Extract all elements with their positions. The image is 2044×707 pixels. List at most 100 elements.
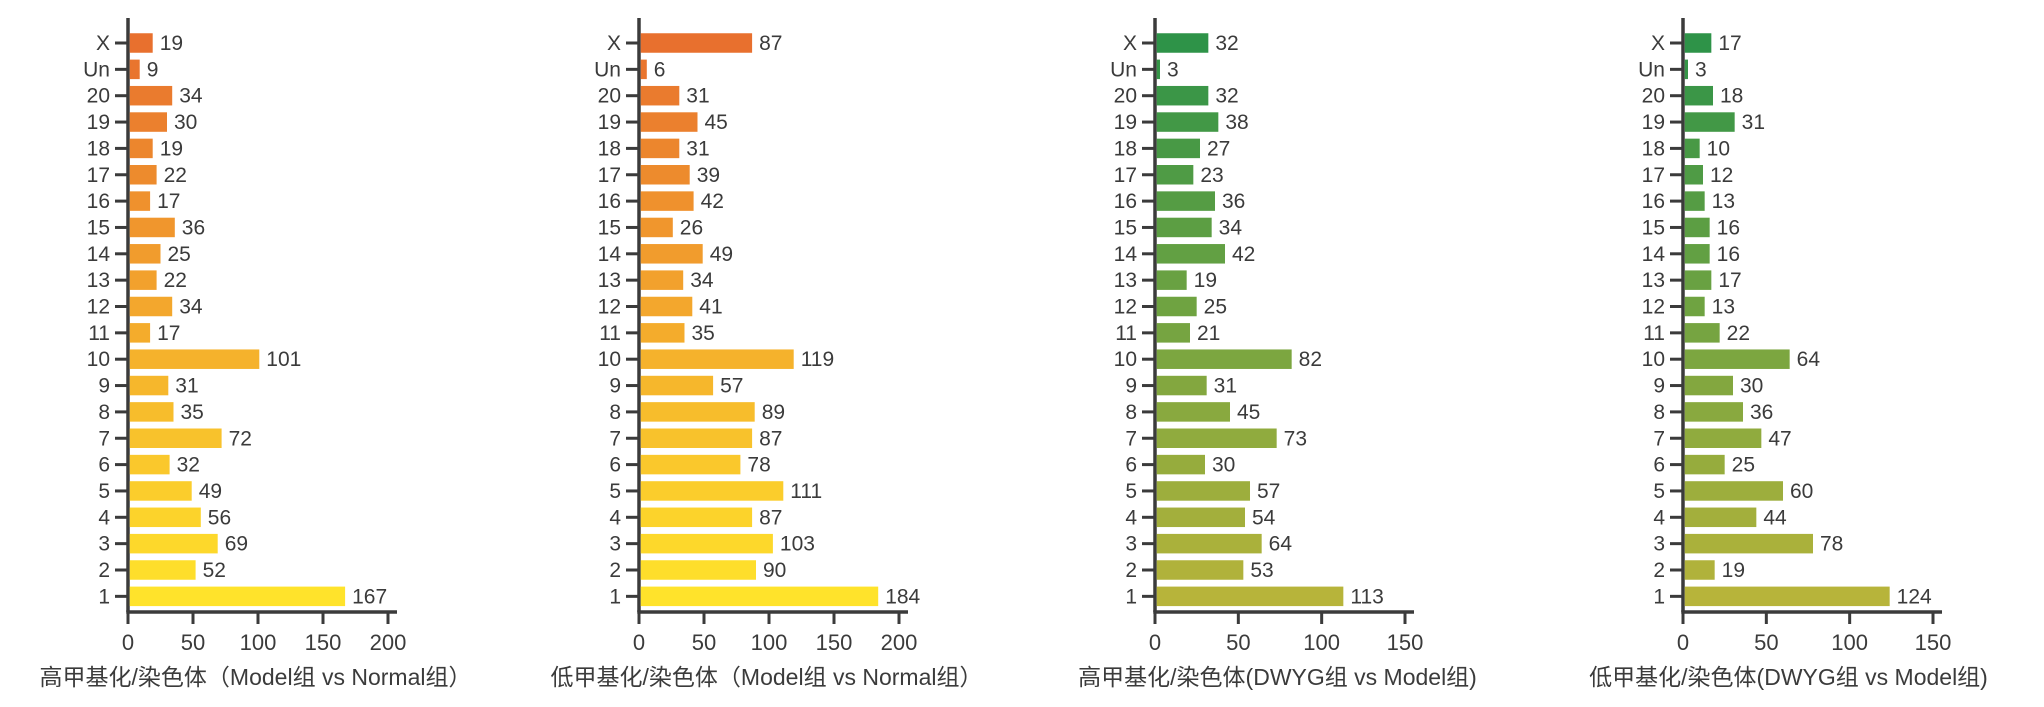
category-label: 12 [87,296,110,319]
bar [640,323,685,343]
x-tick-label: 0 [1677,630,1689,655]
bar [640,349,794,369]
bar-value-label: 45 [705,111,728,134]
bar [1684,507,1757,528]
category-label: 1 [98,585,110,608]
bar-value-label: 87 [759,32,782,55]
bar [1156,112,1219,132]
bar [1156,59,1161,80]
bar [1156,507,1246,528]
bar [1156,165,1194,185]
category-label: X [1123,32,1137,55]
bar-value-label: 3 [1695,58,1707,81]
category-label: 8 [1125,401,1137,424]
category-label: 2 [98,559,110,582]
category-label: 17 [87,164,110,187]
category-label: 15 [1642,216,1665,239]
bar-value-label: 52 [203,559,226,582]
category-label: 5 [98,480,110,503]
chart-title: 高甲基化/染色体（Model组 vs Normal组） [39,664,472,690]
chart-hypomethylation-dwyg-vs-model: 0 50 100 150 X 17 Un 3 20 18 19 31 18 10 17 12 16 13 15 16 1… [1533,0,2044,707]
bar [129,296,173,317]
bar [1684,59,1689,80]
bar [129,323,151,343]
bar [129,533,218,554]
bar-value-label: 16 [1717,243,1740,266]
bar-value-label: 6 [654,58,666,81]
category-label: 20 [1642,85,1665,108]
category-label: 20 [87,85,110,108]
bar [1684,323,1720,343]
bar [129,375,169,396]
bar [1684,402,1744,422]
bar-value-label: 82 [1299,348,1322,371]
x-tick-label: 50 [181,630,205,655]
category-label: 5 [1125,480,1137,503]
bar [1684,191,1705,211]
bar [1156,244,1226,264]
bar-value-label: 36 [1222,190,1245,213]
category-label: 5 [609,480,621,503]
category-label: 14 [1114,243,1138,266]
bar-value-label: 184 [885,585,920,608]
category-label: 9 [1125,375,1137,398]
bar [1156,481,1251,501]
category-label: 16 [598,190,621,213]
bar [1684,454,1725,475]
category-label: 17 [598,164,621,187]
bar-value-label: 42 [1232,243,1255,266]
category-label: 18 [1642,137,1665,160]
category-label: 13 [598,269,621,292]
bar-value-label: 12 [1710,164,1733,187]
bar [640,402,755,422]
bar-value-label: 18 [1720,85,1743,108]
bar [1684,244,1710,264]
category-label: 15 [87,216,110,239]
bar-value-label: 45 [1237,401,1260,424]
bar [640,217,673,238]
bar-value-label: 21 [1197,322,1220,345]
x-tick-label: 50 [1754,630,1778,655]
category-label: 15 [1114,216,1137,239]
bar [1684,533,1814,554]
category-label: 17 [1642,164,1665,187]
x-tick-label: 200 [370,630,407,655]
bar [129,428,222,448]
bar [1156,85,1209,106]
bar [640,533,773,554]
category-label: 20 [1114,85,1137,108]
category-label: 19 [598,111,621,134]
x-tick-label: 100 [1831,630,1868,655]
bar-value-label: 89 [762,401,785,424]
bar [1684,112,1735,132]
bar [1156,375,1207,396]
bar-value-label: 25 [168,243,191,266]
category-label: 16 [1114,190,1137,213]
bar-value-label: 27 [1207,137,1230,160]
category-label: Un [594,58,621,81]
bar-value-label: 103 [780,533,815,556]
bar-value-label: 72 [229,427,252,450]
category-label: 9 [98,375,110,398]
category-label: 6 [98,454,110,477]
x-tick-label: 100 [751,630,788,655]
category-label: Un [83,58,110,81]
category-label: 11 [599,322,621,345]
category-label: 4 [1125,506,1137,529]
bar-value-label: 22 [164,164,187,187]
bar-value-label: 54 [1252,506,1276,529]
bar [1684,85,1714,106]
bar [1156,191,1216,211]
bar-value-label: 73 [1284,427,1307,450]
bar-value-label: 3 [1167,58,1179,81]
category-label: 12 [1114,296,1137,319]
bar-value-label: 57 [720,375,743,398]
bar-value-label: 16 [1717,216,1740,239]
bar [129,586,346,607]
x-tick-label: 150 [1915,630,1952,655]
bar-value-label: 17 [1718,269,1741,292]
bar [1156,428,1277,448]
bar [129,402,174,422]
category-label: 9 [609,375,621,398]
x-tick-label: 200 [881,630,918,655]
